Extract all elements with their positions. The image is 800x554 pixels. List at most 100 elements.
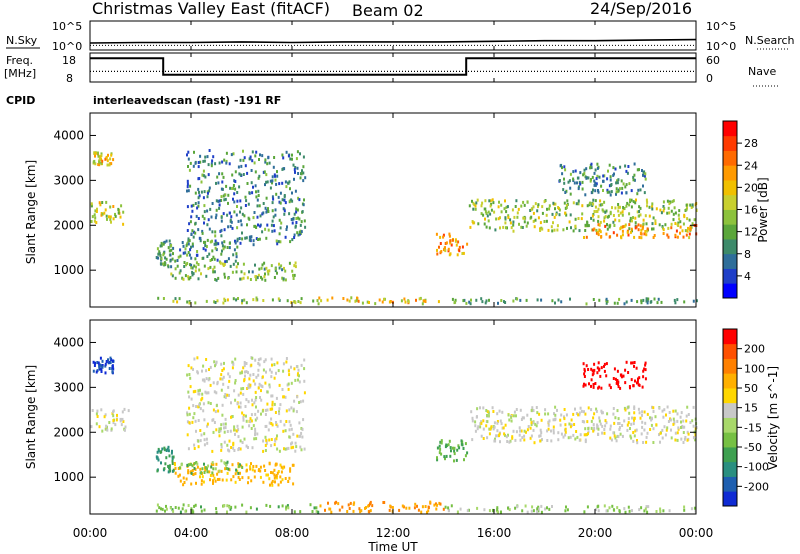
heatmap-cell <box>219 429 222 433</box>
heatmap-cell <box>299 400 302 404</box>
heatmap-cell <box>186 463 189 467</box>
heatmap-cell <box>636 439 638 442</box>
heatmap-cell <box>296 150 299 154</box>
heatmap-cell <box>203 462 205 466</box>
heatmap-cell <box>300 172 303 176</box>
heatmap-cell <box>615 187 618 191</box>
heatmap-cell <box>626 171 629 175</box>
heatmap-cell <box>168 454 171 458</box>
heatmap-cell <box>286 504 289 508</box>
heatmap-cell <box>121 410 124 414</box>
heatmap-cell <box>112 158 115 162</box>
heatmap-cell <box>637 377 639 381</box>
heatmap-cell <box>201 231 204 235</box>
heatmap-cell <box>417 508 420 512</box>
heatmap-cell <box>232 443 235 447</box>
heatmap-cell <box>493 421 496 425</box>
heatmap-cell <box>253 475 256 479</box>
heatmap-cell <box>211 239 213 243</box>
heatmap-cell <box>582 362 585 366</box>
heatmap-cell <box>479 422 482 426</box>
heatmap-cell <box>212 479 214 483</box>
heatmap-cell <box>220 423 223 427</box>
heatmap-cell <box>538 412 541 416</box>
heatmap-cell <box>95 422 98 426</box>
heatmap-cell <box>654 219 657 223</box>
heatmap-cell <box>94 154 96 158</box>
heatmap-cell <box>188 168 191 172</box>
heatmap-cell <box>298 230 301 234</box>
heatmap-cell <box>252 373 255 376</box>
heatmap-cell <box>554 202 557 206</box>
heatmap-cell <box>215 248 218 252</box>
heatmap-cell <box>188 421 191 425</box>
heatmap-cell <box>229 507 232 511</box>
heatmap-cell <box>507 216 510 220</box>
heatmap-cell <box>458 245 461 249</box>
heatmap-cell <box>225 463 227 467</box>
heatmap-cell <box>486 414 488 417</box>
heatmap-cell <box>585 167 588 171</box>
heatmap-cell <box>605 301 608 305</box>
heatmap-cell <box>273 376 276 380</box>
heatmap-cell <box>496 506 499 510</box>
heatmap-cell <box>165 504 167 508</box>
heatmap-cell <box>667 235 670 239</box>
heatmap-cell <box>106 163 109 167</box>
heatmap-cell <box>160 241 163 245</box>
heatmap-cell <box>536 421 539 425</box>
heatmap-cell <box>595 409 598 413</box>
heatmap-cell <box>521 509 524 513</box>
heatmap-cell <box>619 211 622 215</box>
heatmap-cell <box>414 502 417 506</box>
heatmap-cell <box>209 478 211 482</box>
heatmap-cell <box>658 223 661 227</box>
heatmap-cell <box>302 399 305 403</box>
heatmap-cell <box>544 408 547 412</box>
heatmap-cell <box>182 483 185 487</box>
heatmap-cell <box>234 505 237 509</box>
heatmap-cell <box>231 360 234 364</box>
heatmap-cell <box>108 215 110 219</box>
heatmap-cell <box>270 444 273 448</box>
heatmap-cell <box>609 178 612 182</box>
heatmap-cell <box>488 226 491 230</box>
heatmap-cell <box>686 438 689 442</box>
heatmap-cell <box>595 228 598 232</box>
heatmap-cell <box>103 211 106 215</box>
heatmap-cell <box>574 217 577 221</box>
heatmap-cell <box>263 170 266 174</box>
heatmap-cell <box>668 211 671 215</box>
heatmap-cell <box>603 219 606 223</box>
heatmap-cell <box>204 248 207 252</box>
heatmap-cell <box>226 471 229 475</box>
heatmap-cell <box>567 436 570 440</box>
heatmap-cell <box>286 299 289 303</box>
heatmap-cell <box>225 151 228 155</box>
heatmap-cell <box>252 298 255 302</box>
heatmap-cell <box>207 378 210 382</box>
heatmap-cell <box>532 211 535 215</box>
heatmap-cell <box>679 231 681 235</box>
heatmap-cell <box>110 427 113 431</box>
heatmap-cell <box>190 397 193 401</box>
heatmap-cell <box>498 200 500 204</box>
heatmap-cell <box>678 209 681 213</box>
heatmap-cell <box>496 429 499 433</box>
heatmap-cell <box>197 228 200 232</box>
heatmap-cell <box>645 299 648 303</box>
heatmap-cell <box>581 187 584 191</box>
heatmap-cell <box>553 412 555 416</box>
heatmap-cell <box>603 431 606 435</box>
heatmap-cell <box>347 503 350 507</box>
y-tick-label: 2000 <box>53 425 84 439</box>
heatmap-cell <box>638 210 641 213</box>
heatmap-cell <box>638 508 641 512</box>
heatmap-cell <box>605 209 608 213</box>
heatmap-cell <box>337 502 340 506</box>
heatmap-cell <box>297 233 300 237</box>
heatmap-cell <box>238 478 241 481</box>
heatmap-cell <box>569 425 572 429</box>
heatmap-cell <box>234 259 237 263</box>
heatmap-cell <box>117 207 120 211</box>
